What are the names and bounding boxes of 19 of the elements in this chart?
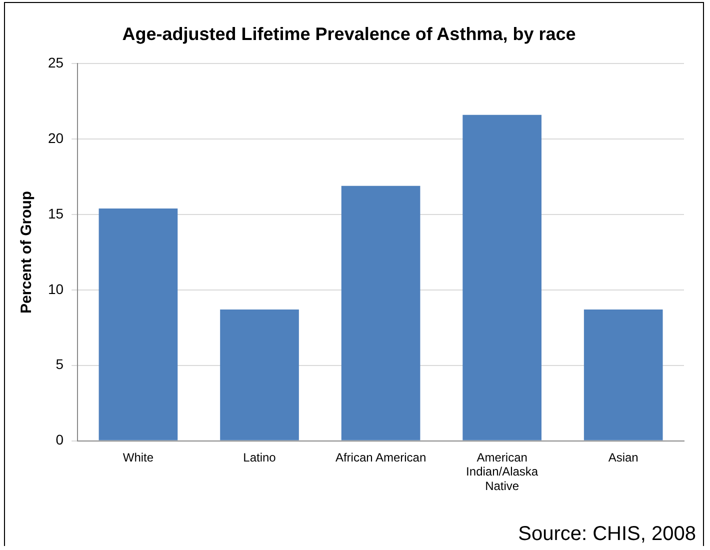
y-tick-label: 25 [48,54,64,70]
bar [462,114,542,440]
y-tick-label: 5 [56,356,64,372]
bar [584,310,663,440]
y-tick-label: 0 [56,432,64,448]
chart-title: Age-adjusted Lifetime Prevalence of Asthma, by race [122,24,576,44]
x-tick-label: American Indian/Alaska Native [466,450,538,494]
bar [98,208,178,440]
bar [341,186,420,440]
x-tick-label: Latino [243,450,276,464]
x-tick-label: Asian [608,450,638,464]
source-note: Source: CHIS, 2008 [518,523,696,546]
y-tick-label: 15 [48,205,64,222]
bar [220,310,299,440]
y-tick-label: 10 [48,280,64,297]
x-tick-label: White [122,450,154,464]
y-tick-label: 20 [48,130,64,146]
y-axis-title: Percent of Group [18,190,36,314]
x-tick-label: African American [335,450,426,464]
